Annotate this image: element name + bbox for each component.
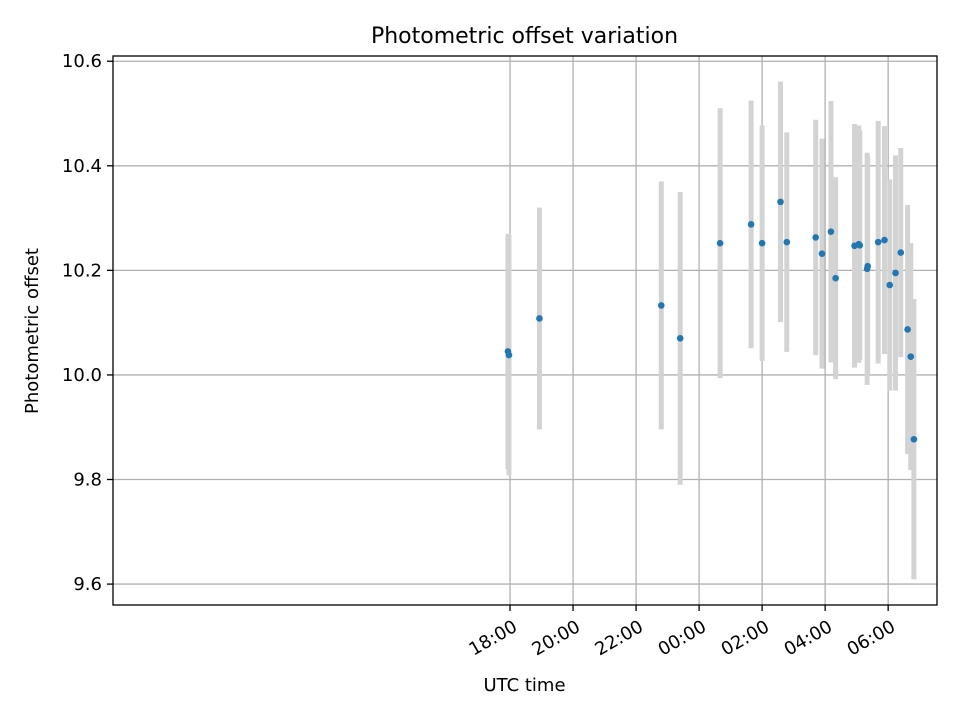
data-point: [657, 302, 665, 309]
data-point: [747, 221, 755, 228]
data-point: [897, 249, 905, 256]
data-point: [676, 335, 684, 342]
y-tick-label: 9.6: [73, 574, 102, 595]
data-point: [783, 238, 791, 246]
x-axis-label: UTC time: [483, 675, 565, 696]
data-point: [716, 239, 724, 247]
data-point: [874, 238, 882, 246]
y-tick-label: 10.2: [62, 260, 102, 281]
data-point: [886, 281, 894, 289]
data-point: [827, 228, 835, 235]
data-point: [910, 435, 918, 443]
data-point: [832, 274, 839, 282]
data-point: [536, 315, 543, 322]
data-point: [777, 198, 784, 206]
data-point: [505, 351, 513, 359]
y-axis-label: Photometric offset: [22, 248, 43, 414]
data-point: [758, 239, 766, 247]
y-tick-label: 10.4: [62, 156, 102, 177]
data-point: [818, 250, 826, 257]
data-points: [504, 198, 918, 443]
data-point: [892, 269, 899, 277]
plot-frame: [112, 55, 938, 606]
y-tick-label: 9.8: [73, 470, 102, 491]
data-point: [881, 236, 888, 244]
data-point: [812, 234, 819, 241]
data-point: [856, 241, 864, 249]
chart-title: Photometric offset variation: [371, 24, 678, 49]
y-tick-label: 10.6: [62, 51, 102, 72]
data-point: [907, 353, 915, 360]
data-point: [904, 326, 911, 333]
data-point: [864, 262, 871, 270]
y-tick-label: 10.0: [62, 365, 102, 386]
